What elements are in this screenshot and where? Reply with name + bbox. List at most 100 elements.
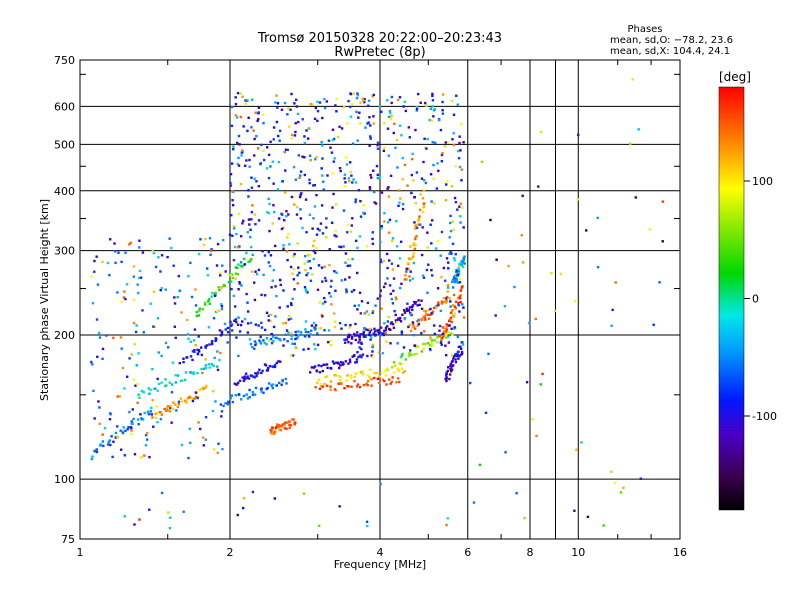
echo-point <box>236 513 239 517</box>
echo-point <box>329 339 332 342</box>
echo-point <box>377 330 380 334</box>
echo-point <box>442 296 446 300</box>
echo-point <box>421 342 425 346</box>
echo-point <box>404 274 407 277</box>
echo-point <box>285 214 288 218</box>
echo-point <box>407 126 411 129</box>
echo-point <box>241 376 244 379</box>
echo-point <box>348 161 352 164</box>
echo-point <box>399 316 402 320</box>
echo-point <box>613 481 617 485</box>
echo-point <box>125 375 129 378</box>
echo-point <box>211 291 214 295</box>
echo-point <box>292 196 295 199</box>
echo-point <box>340 127 344 130</box>
echo-point <box>350 337 354 340</box>
echo-point <box>432 177 435 181</box>
echo-point <box>135 364 138 367</box>
echo-point <box>313 365 317 368</box>
echo-point <box>243 263 247 266</box>
echo-point <box>344 323 347 327</box>
echo-point <box>446 369 449 373</box>
echo-point <box>123 387 126 390</box>
echo-point <box>459 215 462 218</box>
echo-point <box>287 107 290 110</box>
echo-point <box>95 318 99 321</box>
echo-point <box>201 308 205 311</box>
echo-point <box>350 224 354 227</box>
echo-point <box>343 185 347 188</box>
echo-point <box>335 97 338 101</box>
echo-point <box>403 370 407 373</box>
echo-point <box>431 140 434 144</box>
echo-point <box>241 506 245 510</box>
echo-point <box>325 236 328 239</box>
echo-point <box>332 137 336 141</box>
echo-point <box>299 333 303 336</box>
echo-point <box>369 338 372 341</box>
echo-point <box>302 348 305 351</box>
echo-point <box>385 252 389 256</box>
echo-point <box>387 221 390 224</box>
echo-point <box>272 204 275 207</box>
echo-point <box>278 278 282 282</box>
echo-point <box>303 173 307 177</box>
echo-point <box>158 410 162 414</box>
echo-point <box>575 448 578 451</box>
echo-point <box>237 263 240 266</box>
echo-point <box>408 323 412 327</box>
echo-point <box>454 200 458 204</box>
echo-point <box>253 340 257 343</box>
echo-point <box>260 390 263 393</box>
y-tick-label: 500 <box>54 138 75 151</box>
echo-point <box>602 524 605 527</box>
echo-point <box>430 268 433 272</box>
echo-point <box>367 121 370 124</box>
echo-point <box>373 201 376 204</box>
echo-point <box>240 154 243 157</box>
echo-point <box>251 253 254 257</box>
echo-point <box>380 227 383 230</box>
echo-point <box>273 432 276 436</box>
echo-point <box>448 236 451 239</box>
echo-point <box>343 177 346 180</box>
echo-point <box>426 341 430 345</box>
echo-point <box>242 379 246 383</box>
echo-point <box>610 324 613 328</box>
y-tick-label: 75 <box>61 533 75 546</box>
echo-point <box>204 303 207 306</box>
echo-point <box>359 122 362 125</box>
echo-point <box>461 265 465 268</box>
echo-point <box>200 346 203 349</box>
echo-point <box>356 94 360 97</box>
echo-point <box>442 266 446 270</box>
echo-point <box>243 317 247 321</box>
echo-point <box>204 237 207 241</box>
echo-point <box>368 144 371 147</box>
echo-point <box>400 332 403 335</box>
echo-point <box>233 245 237 249</box>
echo-point <box>396 166 399 169</box>
echo-point <box>449 318 452 321</box>
echo-point <box>348 334 352 337</box>
echo-point <box>262 149 265 153</box>
echo-point <box>367 104 370 107</box>
colorbar <box>718 86 745 511</box>
echo-point <box>353 379 356 383</box>
echo-point <box>398 286 402 290</box>
echo-point <box>411 322 415 326</box>
echo-point <box>362 373 365 376</box>
echo-point <box>330 303 333 306</box>
echo-point <box>349 377 353 380</box>
echo-point <box>329 380 333 383</box>
echo-point <box>320 204 324 207</box>
echo-point <box>360 341 363 344</box>
echo-point <box>577 133 580 137</box>
echo-point <box>237 134 241 138</box>
echo-point <box>292 165 296 169</box>
echo-point <box>338 125 341 128</box>
echo-point <box>116 435 119 438</box>
echo-point <box>237 156 240 160</box>
echo-point <box>446 366 450 369</box>
echo-point <box>446 290 450 293</box>
